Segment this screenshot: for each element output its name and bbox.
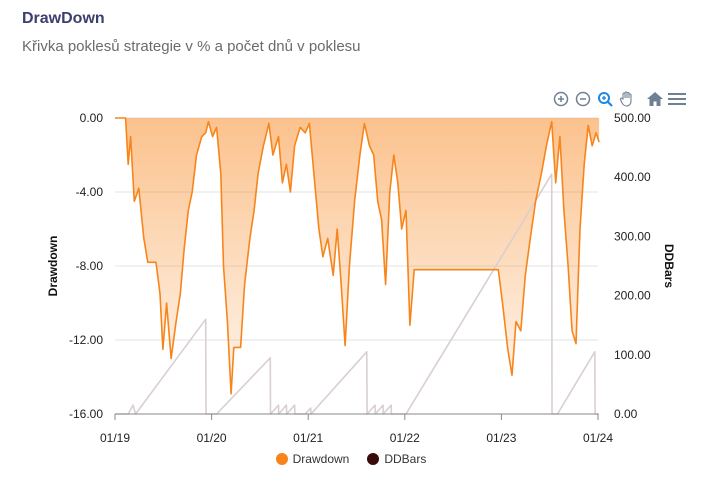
chart-subtitle: Křivka poklesů strategie v % a počet dnů… xyxy=(22,38,361,55)
legend-marker-ddbars xyxy=(367,453,380,465)
y-left-tick-label: -4.00 xyxy=(76,185,104,199)
drawdown-line xyxy=(115,117,600,395)
y-left-tick-label: -12.00 xyxy=(69,333,103,347)
pan-hand-icon[interactable] xyxy=(618,90,636,108)
legend-marker-drawdown xyxy=(275,453,288,465)
x-tick-label: 01/21 xyxy=(293,431,323,445)
menu-icon[interactable] xyxy=(668,90,686,108)
legend-item-drawdown[interactable]: Drawdown xyxy=(275,452,350,466)
legend-label-drawdown: Drawdown xyxy=(292,452,350,466)
drawdown-area xyxy=(115,118,600,394)
home-reset-icon[interactable] xyxy=(646,90,664,108)
y-right-tick-label: 300.00 xyxy=(614,229,651,243)
x-tick-label: 01/23 xyxy=(486,431,516,445)
axes: 0.00 -4.00 -8.00 -12.00 -16.00 500.00 400.00 30… xyxy=(46,111,676,445)
y-right-tick-label: 400.00 xyxy=(614,170,651,184)
x-tick-label: 01/19 xyxy=(100,431,130,445)
y-right-axis-title: DDBars xyxy=(662,244,676,288)
legend-label-ddbars: DDBars xyxy=(384,452,427,466)
y-right-tick-label: 100.00 xyxy=(614,348,651,362)
x-tick-label: 01/20 xyxy=(197,431,227,445)
y-left-tick-label: -8.00 xyxy=(76,259,104,273)
chart-toolbar xyxy=(552,90,686,108)
zoom-out-icon[interactable] xyxy=(574,90,592,108)
y-right-tick-label: 500.00 xyxy=(614,111,651,125)
zoom-in-icon[interactable] xyxy=(552,90,570,108)
x-tick-label: 01/24 xyxy=(583,431,613,445)
chart-legend: Drawdown DDBars xyxy=(0,452,702,466)
y-left-tick-label: -16.00 xyxy=(69,407,103,421)
legend-item-ddbars[interactable]: DDBars xyxy=(367,452,426,466)
y-right-tick-label: 200.00 xyxy=(614,289,651,303)
zoom-select-icon[interactable] xyxy=(596,90,614,108)
chart-title: DrawDown xyxy=(22,10,105,27)
x-tick-label: 01/22 xyxy=(390,431,420,445)
y-left-tick-label: 0.00 xyxy=(80,111,104,125)
y-right-tick-label: 0.00 xyxy=(614,407,638,421)
y-left-axis-title: Drawdown xyxy=(46,236,60,297)
